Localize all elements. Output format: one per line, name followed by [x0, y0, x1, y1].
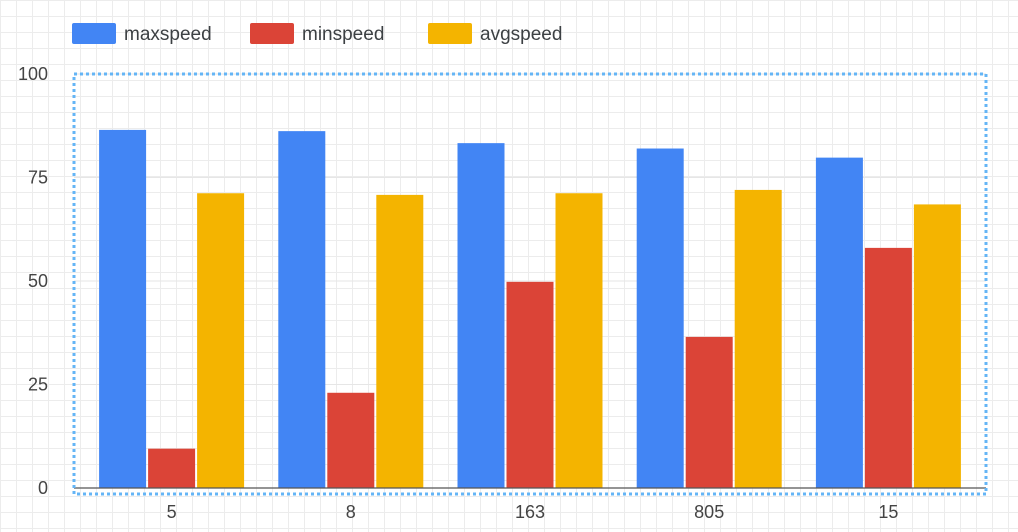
- x-tick-label: 15: [878, 502, 898, 522]
- bar-minspeed-8[interactable]: [327, 392, 375, 488]
- bar-maxspeed-8[interactable]: [278, 131, 326, 488]
- bar-maxspeed-163[interactable]: [457, 143, 505, 488]
- legend-swatch: [428, 23, 472, 44]
- x-tick-label: 163: [515, 502, 545, 522]
- legend[interactable]: maxspeed minspeed avgspeed: [72, 23, 562, 45]
- legend-item-maxspeed[interactable]: maxspeed: [72, 23, 212, 45]
- legend-swatch: [72, 23, 116, 44]
- y-tick-label: 0: [38, 478, 48, 498]
- y-tick-label: 75: [28, 168, 48, 188]
- selection-frame[interactable]: [72, 72, 988, 496]
- legend-swatch: [250, 23, 294, 44]
- bar-avgspeed-163[interactable]: [555, 193, 603, 488]
- bar-minspeed-5[interactable]: [148, 448, 196, 488]
- bar-maxspeed-5[interactable]: [99, 129, 147, 488]
- legend-item-minspeed[interactable]: minspeed: [250, 23, 384, 45]
- x-tick-label: 5: [167, 502, 177, 522]
- bar-avgspeed-15[interactable]: [913, 204, 961, 488]
- legend-label: maxspeed: [124, 24, 212, 45]
- bar-avgspeed-805[interactable]: [734, 189, 782, 489]
- y-tick-label: 50: [28, 271, 48, 291]
- y-tick-labels: 0 25 50 75 100: [18, 64, 48, 498]
- bar-minspeed-805[interactable]: [685, 336, 733, 488]
- bar-minspeed-15[interactable]: [864, 247, 912, 488]
- x-tick-label: 805: [694, 502, 724, 522]
- legend-label: minspeed: [302, 24, 384, 45]
- legend-item-avgspeed[interactable]: avgspeed: [428, 23, 562, 45]
- x-tick-labels: 5 8 163 805 15: [167, 502, 899, 522]
- bar-minspeed-163[interactable]: [506, 281, 554, 488]
- bars-group: [99, 129, 961, 489]
- y-tick-label: 25: [28, 375, 48, 395]
- y-tick-label: 100: [18, 64, 48, 84]
- x-tick-label: 8: [346, 502, 356, 522]
- bar-maxspeed-805[interactable]: [636, 148, 684, 488]
- bar-maxspeed-15[interactable]: [815, 157, 863, 489]
- bar-avgspeed-8[interactable]: [376, 194, 424, 488]
- bar-avgspeed-5[interactable]: [197, 193, 245, 488]
- legend-label: avgspeed: [480, 24, 562, 45]
